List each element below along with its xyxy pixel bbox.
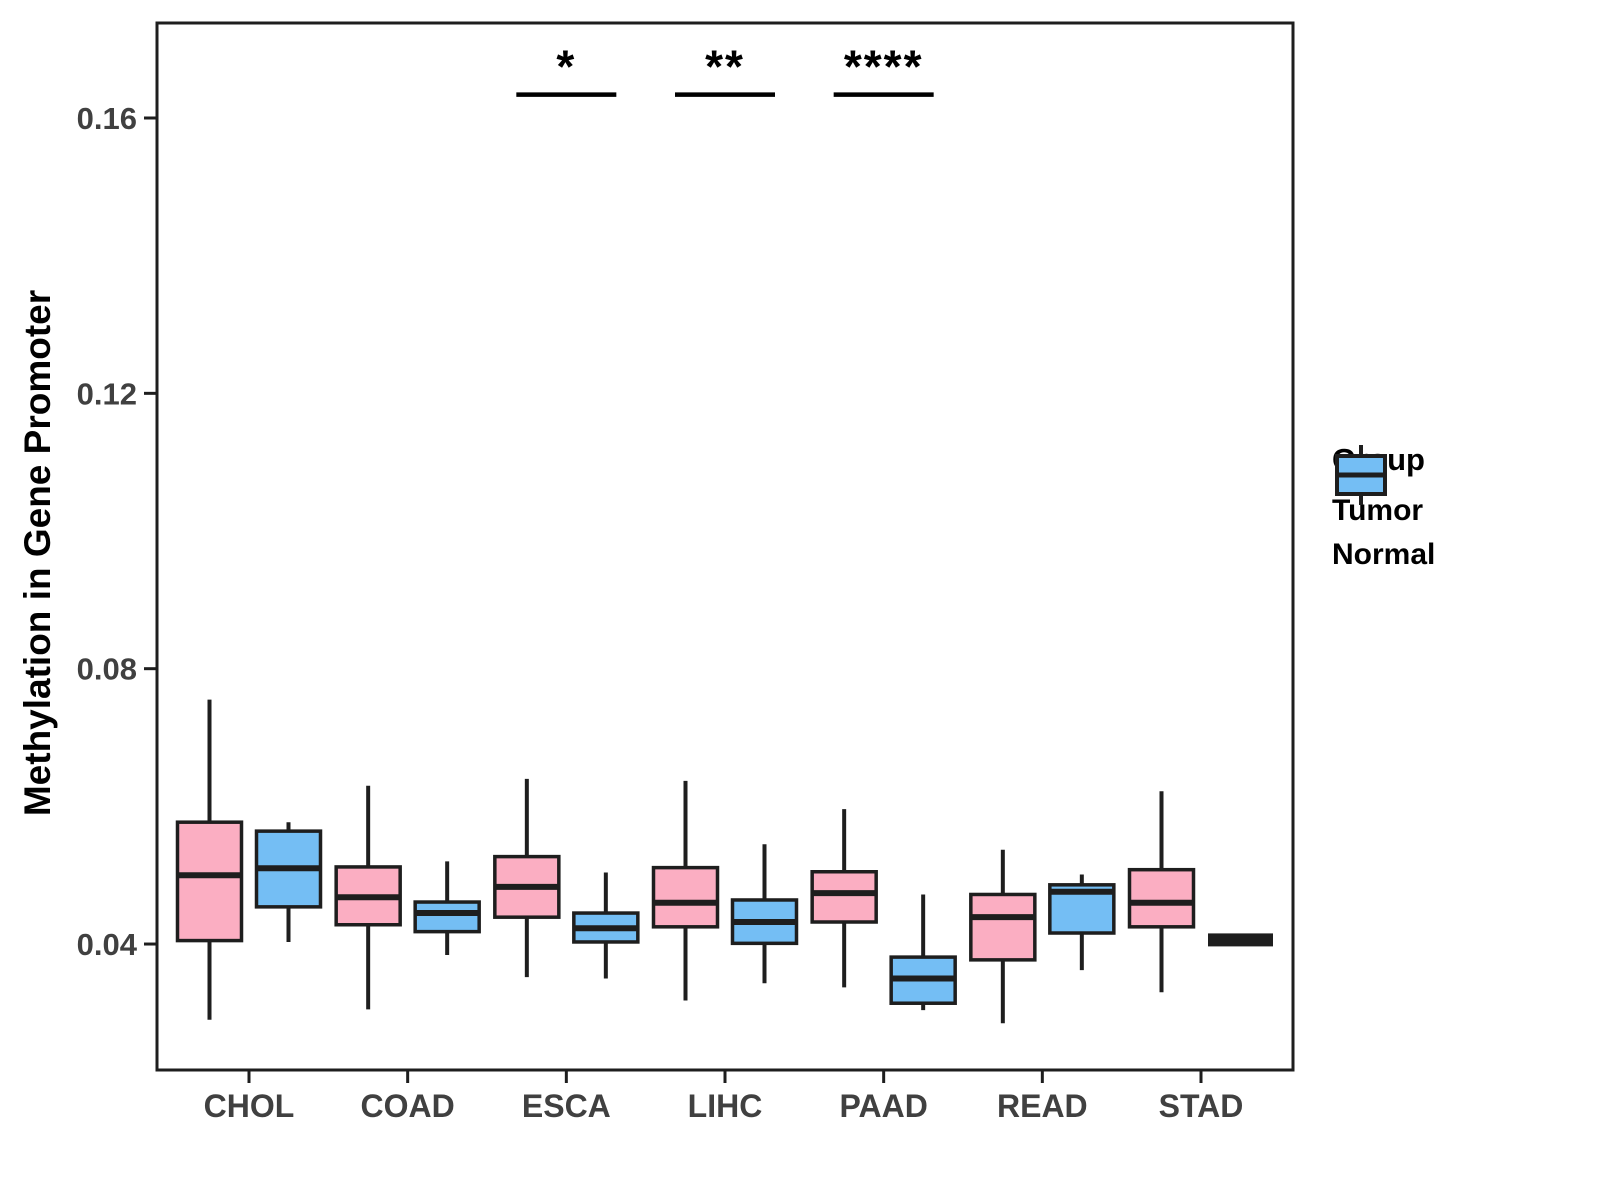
boxplot-lihc-tumor-box: [651, 865, 720, 929]
legend-item-label: Tumor: [1332, 494, 1424, 527]
x-tick-label: READ: [997, 1088, 1088, 1124]
y-tick-label: 0.16: [77, 101, 137, 136]
legend-boxplot-glyph-normal: [1335, 445, 1387, 505]
y-tick-label: 0.04: [77, 927, 138, 962]
legend-items: Tumor Normal: [1332, 445, 1582, 572]
x-tick-label: LIHC: [688, 1088, 763, 1124]
y-tick-label: 0.12: [77, 376, 137, 411]
boxplot-paad-tumor-box: [810, 870, 878, 924]
boxplot-chol-tumor-box: [175, 820, 244, 943]
x-tick-label: STAD: [1159, 1088, 1244, 1124]
y-tick-label: 0.08: [77, 652, 137, 687]
significance-label-lihc: **: [705, 41, 745, 93]
significance-label-esca: *: [556, 41, 576, 93]
boxplot-read-tumor-box: [969, 892, 1037, 962]
x-tick-label: ESCA: [522, 1088, 611, 1124]
significance-label-paad: ****: [844, 41, 924, 93]
x-tick-label: CHOL: [204, 1088, 295, 1124]
boxplot-stad-tumor-box: [1127, 867, 1196, 929]
panel-border: [155, 21, 1295, 1072]
boxplot-stad-normal-box: [1208, 933, 1273, 947]
legend-item-normal: Normal: [1332, 445, 1582, 572]
x-tick-label: COAD: [361, 1088, 455, 1124]
boxplot-coad-normal-box: [413, 900, 481, 934]
x-tick-label: PAAD: [840, 1088, 928, 1124]
legend-item-label: Normal: [1332, 538, 1436, 571]
y-axis-title: Methylation in Gene Promoter: [17, 289, 58, 817]
